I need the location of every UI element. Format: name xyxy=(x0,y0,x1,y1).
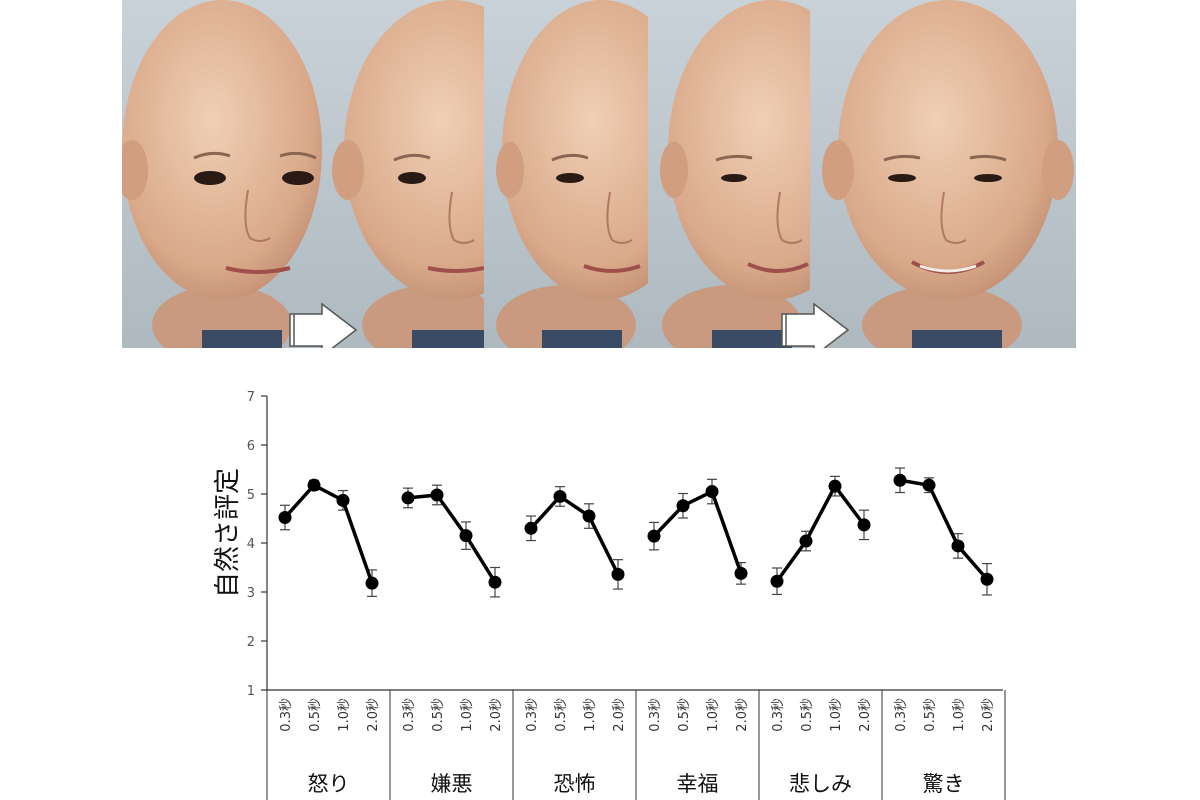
duration-tick-label: 0.5秒 xyxy=(677,698,692,732)
data-point xyxy=(430,488,444,502)
face-panel-3 xyxy=(496,0,648,348)
duration-tick-label: 1.0秒 xyxy=(460,698,475,732)
data-point xyxy=(770,574,784,588)
data-point xyxy=(336,493,350,507)
data-point xyxy=(676,499,690,513)
data-point xyxy=(828,479,842,493)
data-point xyxy=(278,511,292,525)
duration-tick-label: 0.3秒 xyxy=(648,698,663,732)
data-point xyxy=(980,572,994,586)
arrow-icon xyxy=(781,302,850,348)
data-point xyxy=(857,518,871,532)
data-point xyxy=(553,489,567,503)
duration-tick-label: 1.0秒 xyxy=(829,698,844,732)
series-line xyxy=(529,494,620,576)
data-point xyxy=(951,539,965,553)
data-point xyxy=(307,478,321,492)
duration-tick-label: 0.5秒 xyxy=(923,698,938,732)
face-panel-4 xyxy=(660,0,810,348)
duration-tick-label: 0.3秒 xyxy=(525,698,540,732)
y-tick-label: 4 xyxy=(247,537,255,552)
y-tick-label: 5 xyxy=(247,488,255,503)
duration-tick-label: 0.5秒 xyxy=(308,698,323,732)
series-line xyxy=(899,478,989,581)
y-tick-label: 7 xyxy=(247,390,255,405)
duration-tick-label: 1.0秒 xyxy=(952,698,967,732)
data-point xyxy=(893,473,907,487)
data-point xyxy=(459,529,473,543)
duration-tick-label: 0.3秒 xyxy=(894,698,909,732)
data-point xyxy=(611,567,625,581)
data-point xyxy=(705,485,719,499)
duration-tick-label: 2.0秒 xyxy=(489,698,504,732)
duration-tick-label: 1.0秒 xyxy=(337,698,352,732)
duration-tick-label: 1.0秒 xyxy=(583,698,598,732)
duration-tick-label: 2.0秒 xyxy=(735,698,750,732)
duration-tick-label: 2.0秒 xyxy=(366,698,381,732)
series-line xyxy=(407,493,497,584)
emotion-group-label: 恐怖 xyxy=(554,772,596,796)
data-point xyxy=(524,521,538,535)
duration-tick-label: 0.3秒 xyxy=(402,698,417,732)
duration-tick-label: 0.5秒 xyxy=(431,698,446,732)
series-line xyxy=(775,484,866,583)
y-tick-label: 6 xyxy=(247,439,255,454)
data-point xyxy=(488,575,502,589)
data-point xyxy=(734,566,748,580)
duration-tick-label: 0.3秒 xyxy=(771,698,786,732)
duration-tick-label: 0.5秒 xyxy=(800,698,815,732)
emotion-group-label: 嫌悪 xyxy=(431,772,473,796)
y-tick-label: 3 xyxy=(247,586,255,601)
data-point xyxy=(401,491,415,505)
emotion-group-label: 驚き xyxy=(923,772,965,796)
emotion-group-label: 幸福 xyxy=(677,772,719,796)
duration-tick-label: 2.0秒 xyxy=(612,698,627,732)
emotion-group-label: 怒り xyxy=(308,772,350,796)
face-panel-2 xyxy=(332,0,484,348)
data-point xyxy=(365,576,379,590)
y-tick-label: 1 xyxy=(247,684,255,699)
data-point xyxy=(582,509,596,523)
data-point xyxy=(647,529,661,543)
data-point xyxy=(922,478,936,492)
duration-tick-label: 2.0秒 xyxy=(858,698,873,732)
series-line xyxy=(652,489,743,574)
face-panel-5 xyxy=(822,0,1074,348)
duration-tick-label: 0.3秒 xyxy=(279,698,294,732)
robot-face-photo-strip xyxy=(122,0,1076,348)
duration-tick-label: 1.0秒 xyxy=(706,698,721,732)
y-tick-label: 2 xyxy=(247,635,255,650)
series-line xyxy=(283,483,374,584)
emotion-group-label: 悲しみ xyxy=(789,772,852,796)
arrow-icon xyxy=(289,302,358,348)
face-photos xyxy=(122,0,1076,348)
y-axis-title: 自然さ評定 xyxy=(213,468,243,598)
duration-tick-label: 2.0秒 xyxy=(981,698,996,732)
duration-tick-label: 0.5秒 xyxy=(554,698,569,732)
data-point xyxy=(799,534,813,548)
face-panel-1 xyxy=(122,0,322,348)
